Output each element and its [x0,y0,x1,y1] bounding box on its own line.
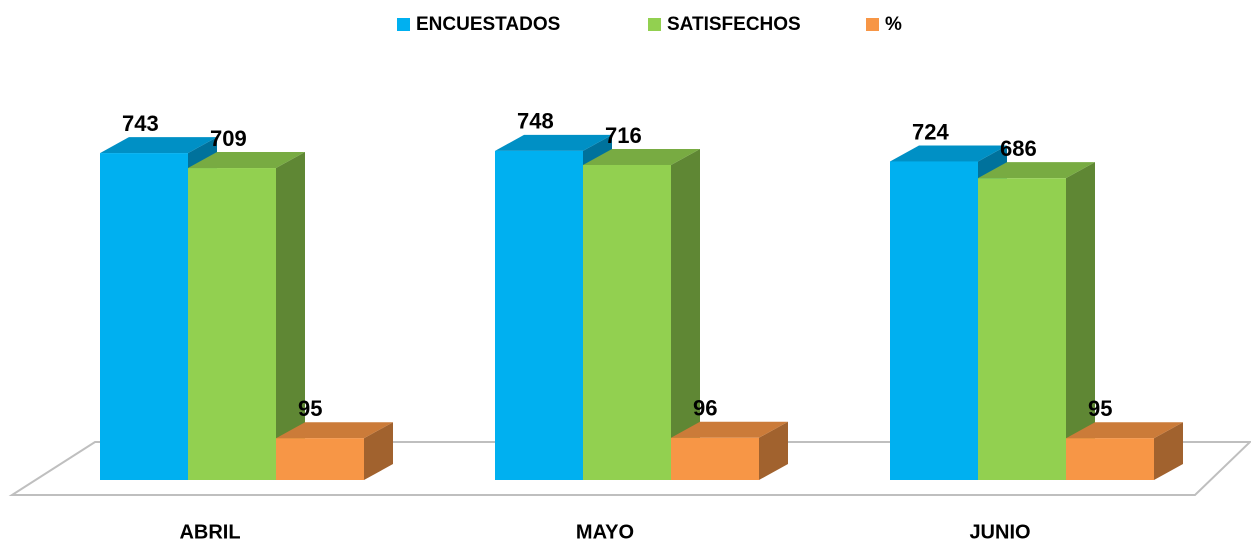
bar-top [890,145,1007,162]
x-tick-label: MAYO [576,521,634,543]
legend-swatch [397,18,410,31]
bar-top [495,134,612,151]
bar [890,161,978,480]
bar-top [276,422,393,439]
bar-top [583,148,700,165]
bar-side [364,422,393,480]
bar [583,164,671,480]
x-tick-label: ABRIL [179,521,240,543]
value-label: 96 [693,396,717,421]
bar [495,150,583,480]
legend-label: % [885,14,902,35]
value-label: 724 [912,119,949,144]
value-label: 686 [1000,136,1037,161]
bar [671,437,759,480]
value-label: 95 [298,396,322,421]
bar-top [188,152,305,169]
value-label: 709 [210,126,247,151]
bar-top [1066,422,1183,439]
legend-swatch [866,18,879,31]
bar-side [276,152,305,481]
bar [978,178,1066,480]
bar-top [978,162,1095,179]
value-label: 748 [517,109,554,134]
bar-top [100,137,217,154]
value-label: 743 [122,111,159,136]
legend-swatch [648,18,661,31]
bar-side [671,148,700,480]
bar [276,438,364,480]
x-tick-label: JUNIO [969,521,1030,543]
floor [8,441,1251,496]
bar [100,153,188,480]
bar-side [1154,422,1183,480]
bar-top [671,421,788,438]
legend-label: ENCUESTADOS [416,14,560,35]
bar-side [759,421,788,480]
bar [188,168,276,481]
bar [1066,438,1154,480]
legend-label: SATISFECHOS [667,14,801,35]
bar-side [1066,162,1095,480]
value-label: 95 [1088,396,1112,421]
value-label: 716 [605,123,642,148]
